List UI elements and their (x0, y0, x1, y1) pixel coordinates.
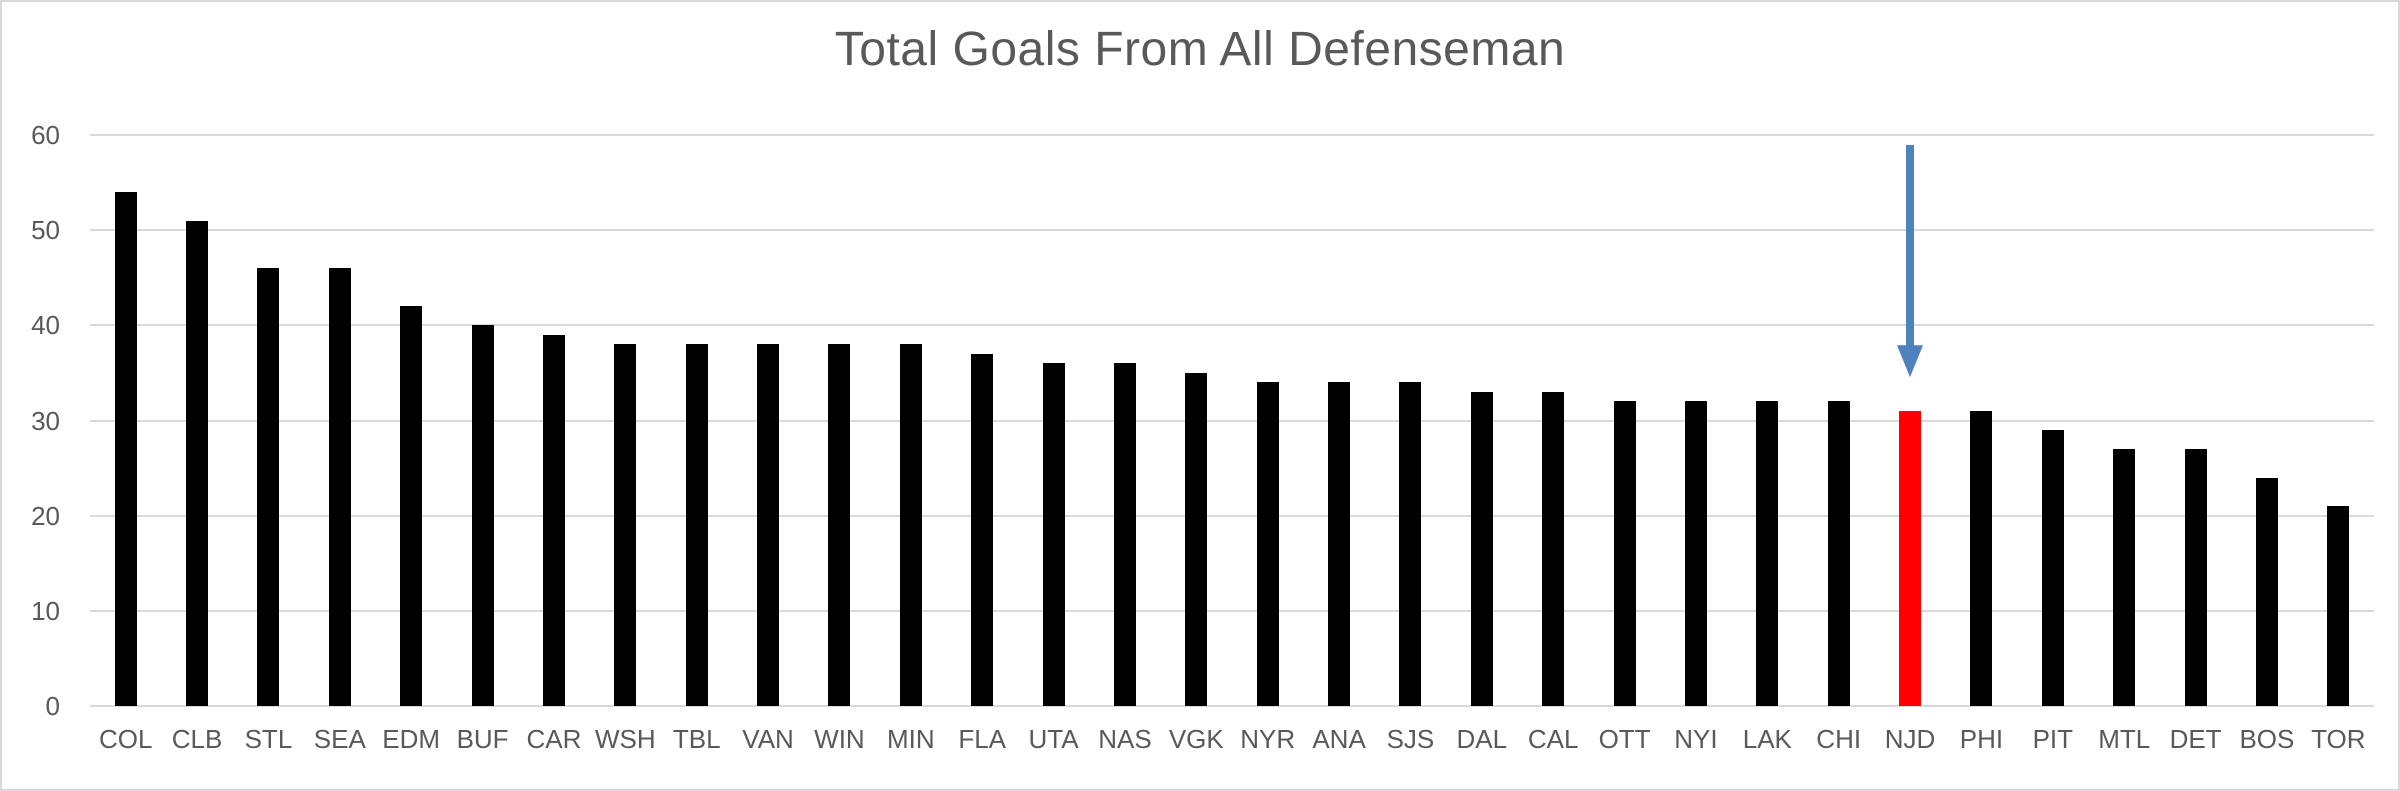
bar-MTL (2113, 449, 2136, 706)
bar-PIT (2041, 430, 2064, 706)
bar-NYI (1684, 401, 1707, 706)
x-tick-ANA: ANA (1312, 724, 1366, 754)
x-tick-OTT: OTT (1598, 724, 1651, 754)
gridline-0 (90, 705, 2374, 707)
bar-CLB (186, 220, 209, 706)
x-tick-TBL: TBL (672, 724, 721, 754)
bar-DAL (1470, 391, 1493, 706)
bar-COL (114, 192, 137, 706)
gridline-40 (90, 324, 2374, 327)
bar-FLA (971, 353, 994, 706)
bar-NAS (1113, 363, 1136, 706)
x-tick-CAR: CAR (526, 724, 582, 754)
x-tick-COL: COL (98, 724, 153, 754)
bar-TOR (2327, 506, 2350, 706)
bar-SEA (328, 268, 351, 706)
x-tick-FLA: FLA (958, 724, 1007, 754)
bar-BUF (471, 325, 494, 706)
x-tick-NYI: NYI (1674, 724, 1718, 754)
bar-WIN (828, 344, 851, 706)
x-tick-CAL: CAL (1527, 724, 1579, 754)
x-tick-VGK: VGK (1168, 724, 1224, 754)
bar-LAK (1756, 401, 1779, 706)
x-tick-BOS: BOS (2239, 724, 2295, 754)
bar-WSH (614, 344, 637, 706)
x-tick-TOR: TOR (2311, 724, 2366, 754)
bar-DET (2184, 449, 2207, 706)
x-tick-UTA: UTA (1028, 724, 1079, 754)
bar-CHI (1827, 401, 1850, 706)
y-tick-30: 30 (31, 405, 60, 436)
x-tick-NYR: NYR (1240, 724, 1296, 754)
x-tick-BUF: BUF (456, 724, 509, 754)
bar-STL (257, 268, 280, 706)
y-tick-40: 40 (31, 310, 60, 341)
x-tick-PIT: PIT (2032, 724, 2074, 754)
bar-ANA (1328, 382, 1351, 706)
x-tick-WIN: WIN (814, 724, 865, 754)
bar-CAR (542, 334, 565, 706)
bar-VGK (1185, 372, 1208, 706)
x-tick-EDM: EDM (382, 724, 441, 754)
x-tick-LAK: LAK (1742, 724, 1792, 754)
x-tick-CLB: CLB (171, 724, 223, 754)
bar-MIN (899, 344, 922, 706)
bar-VAN (757, 344, 780, 706)
gridline-50 (90, 229, 2374, 232)
x-tick-WSH: WSH (594, 724, 656, 754)
y-tick-20: 20 (31, 500, 60, 531)
bar-EDM (400, 306, 423, 706)
x-tick-PHI: PHI (1959, 724, 2004, 754)
x-tick-MTL: MTL (2098, 724, 2151, 754)
gridline-20 (90, 514, 2374, 517)
bar-PHI (1970, 410, 1993, 706)
y-tick-50: 50 (31, 215, 60, 246)
gridline-10 (90, 609, 2374, 612)
bar-NJD (1899, 410, 1922, 706)
x-tick-SJS: SJS (1386, 724, 1435, 754)
gridline-60 (90, 134, 2374, 136)
x-tick-NJD: NJD (1884, 724, 1936, 754)
bar-CAL (1542, 391, 1565, 706)
x-tick-CHI: CHI (1816, 724, 1862, 754)
x-tick-SEA: SEA (313, 724, 366, 754)
bar-TBL (685, 344, 708, 706)
y-tick-10: 10 (31, 595, 60, 626)
bar-SJS (1399, 382, 1422, 706)
x-tick-VAN: VAN (742, 724, 794, 754)
y-tick-60: 60 (31, 120, 60, 150)
x-tick-MIN: MIN (886, 724, 935, 754)
down-arrow-icon (1897, 144, 1924, 377)
bar-NYR (1256, 382, 1279, 706)
bar-OTT (1613, 401, 1636, 706)
x-tick-STL: STL (244, 724, 293, 754)
chart-title: Total Goals From All Defenseman (834, 23, 1566, 76)
x-tick-NAS: NAS (1098, 724, 1152, 754)
x-tick-DAL: DAL (1456, 724, 1508, 754)
bar-BOS (2255, 477, 2278, 706)
x-tick-DET: DET (2169, 724, 2222, 754)
bar-UTA (1042, 363, 1065, 706)
y-tick-0: 0 (45, 691, 60, 721)
plot-area (90, 134, 2374, 707)
gridline-30 (90, 419, 2374, 422)
